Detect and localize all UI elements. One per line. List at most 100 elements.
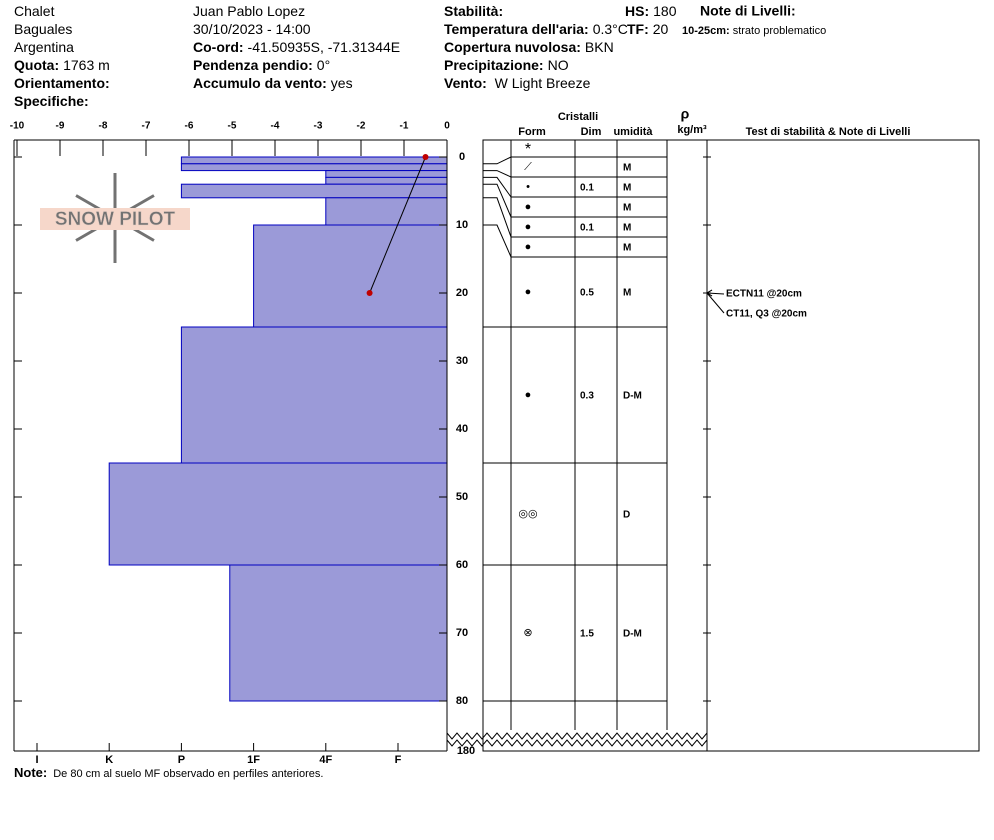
header-field: Accumulo da vento: yes bbox=[193, 75, 353, 91]
field-value: W Light Breeze bbox=[491, 75, 591, 91]
x-tick-label: 0 bbox=[444, 121, 450, 132]
moisture: M bbox=[623, 288, 631, 299]
header-field: 30/10/2023 - 14:00 bbox=[193, 21, 311, 37]
header-field: Juan Pablo Lopez bbox=[193, 3, 305, 19]
depth-break bbox=[446, 739, 708, 747]
crystal-form: ● bbox=[525, 221, 532, 233]
crystal-size: 0.1 bbox=[580, 183, 594, 194]
moisture: D-M bbox=[623, 629, 642, 640]
crystal-form: ● bbox=[525, 201, 532, 213]
header-field: TF: 20 bbox=[627, 21, 669, 37]
field-label: Specifiche: bbox=[14, 93, 89, 109]
column-header: Test di stabilità & Note di Livelli bbox=[746, 126, 911, 138]
total-depth-label: 180 bbox=[457, 745, 475, 757]
level-note: 10-25cm: strato problematico bbox=[682, 25, 826, 37]
logo: SNOW PILOT bbox=[40, 173, 190, 263]
hardness-bar bbox=[325, 176, 448, 185]
header-field: Argentina bbox=[14, 39, 74, 55]
moisture: M bbox=[623, 183, 631, 194]
crystal-form: ⊗ bbox=[523, 627, 532, 639]
field-value: Chalet bbox=[14, 3, 55, 19]
x-tick-label: -5 bbox=[228, 121, 237, 132]
header-field: Temperatura dell'aria: 0.3°C bbox=[444, 21, 628, 37]
crystal-form: ● bbox=[525, 389, 532, 401]
crystal-size: 1.5 bbox=[580, 629, 594, 640]
note-value: strato problematico bbox=[733, 25, 827, 37]
field-value: -41.50935S, -71.31344E bbox=[248, 39, 401, 55]
field-value: Juan Pablo Lopez bbox=[193, 3, 305, 19]
field-label: Quota: bbox=[14, 57, 59, 73]
hardness-label: 4F bbox=[319, 754, 332, 766]
logo-band bbox=[40, 208, 190, 230]
layer-connector bbox=[483, 197, 512, 238]
y-tick-label: 60 bbox=[456, 559, 468, 571]
header-field: Quota: 1763 m bbox=[14, 57, 110, 73]
note-label: Note: bbox=[14, 765, 47, 780]
header-field: Orientamento: bbox=[14, 75, 110, 91]
column-header: umidità bbox=[613, 126, 653, 138]
y-tick-label: 20 bbox=[456, 287, 468, 299]
hardness-label: I bbox=[35, 754, 38, 766]
temperature-point bbox=[366, 290, 373, 296]
y-tick-label: 0 bbox=[459, 151, 465, 163]
note-label: 10-25cm: bbox=[682, 25, 730, 37]
field-label: Accumulo da vento: bbox=[193, 75, 327, 91]
y-tick-label: 70 bbox=[456, 627, 468, 639]
stability-test: ECTN11 @20cm bbox=[726, 289, 802, 300]
hardness-bar bbox=[325, 197, 448, 226]
header-field: Vento: W Light Breeze bbox=[444, 75, 591, 91]
table-frame bbox=[482, 139, 980, 752]
hardness-label: F bbox=[395, 754, 402, 766]
y-tick-label: 10 bbox=[456, 219, 468, 231]
moisture: M bbox=[623, 243, 631, 254]
moisture: M bbox=[623, 163, 631, 174]
column-header: Cristalli bbox=[558, 111, 598, 123]
header-field: Co-ord: -41.50935S, -71.31344E bbox=[193, 39, 400, 55]
layer-connector bbox=[483, 156, 512, 165]
header-field: Baguales bbox=[14, 21, 72, 37]
column-header: ρ bbox=[681, 106, 690, 122]
hardness-bar bbox=[180, 183, 448, 199]
crystal-form: ⟋ bbox=[524, 161, 532, 173]
header-field: Stabilità: bbox=[444, 3, 503, 19]
hardness-label: K bbox=[105, 754, 113, 766]
field-value: 0° bbox=[317, 57, 330, 73]
layer-connector bbox=[483, 183, 512, 218]
field-value: Argentina bbox=[14, 39, 74, 55]
field-value: 180 bbox=[653, 3, 677, 19]
note-text: De 80 cm al suelo MF observado en perfil… bbox=[53, 768, 323, 780]
x-tick-label: -10 bbox=[10, 121, 25, 132]
field-label: Co-ord: bbox=[193, 39, 244, 55]
x-tick-label: -6 bbox=[185, 121, 194, 132]
x-tick-label: -1 bbox=[400, 121, 409, 132]
field-label: HS: bbox=[625, 3, 649, 19]
layer-connector bbox=[483, 176, 512, 198]
logo-text: SNOW PILOT bbox=[55, 209, 176, 230]
crystal-form: ● bbox=[525, 286, 532, 298]
hardness-bar bbox=[229, 564, 448, 702]
hardness-bar bbox=[180, 326, 448, 464]
crystal-form: ● bbox=[525, 241, 532, 253]
moisture: M bbox=[623, 203, 631, 214]
hardness-label: P bbox=[178, 754, 185, 766]
crystal-size: 0.5 bbox=[580, 288, 594, 299]
moisture: D-M bbox=[623, 391, 642, 402]
column-header: Dim bbox=[581, 126, 602, 138]
crystal-form: ◎◎ bbox=[518, 508, 537, 520]
footer-note: Note: De 80 cm al suelo MF observado en p… bbox=[14, 765, 323, 780]
moisture: M bbox=[623, 223, 631, 234]
field-label: Copertura nuvolosa: bbox=[444, 39, 581, 55]
x-tick-label: -2 bbox=[357, 121, 366, 132]
y-tick-label: 80 bbox=[456, 695, 468, 707]
x-tick-label: -8 bbox=[99, 121, 108, 132]
layer-connector bbox=[483, 224, 512, 258]
field-label: Precipitazione: bbox=[444, 57, 544, 73]
field-value: Baguales bbox=[14, 21, 72, 37]
header-field: HS: 180 bbox=[625, 3, 677, 19]
header-field: Specifiche: bbox=[14, 93, 89, 109]
y-tick-label: 30 bbox=[456, 355, 468, 367]
field-value: yes bbox=[331, 75, 353, 91]
field-label: Pendenza pendio: bbox=[193, 57, 313, 73]
field-label: TF: bbox=[627, 21, 649, 37]
